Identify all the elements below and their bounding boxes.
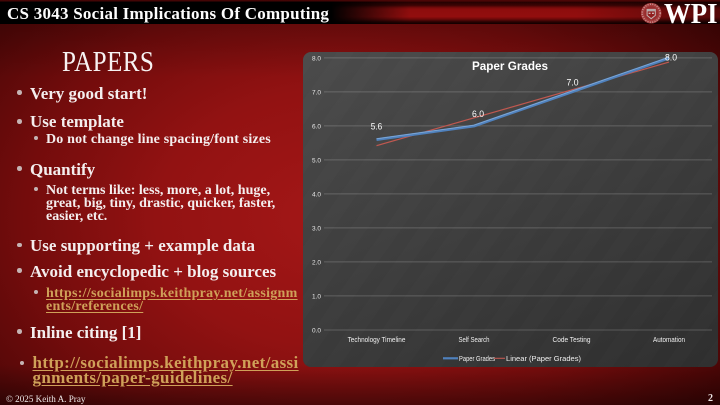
svg-text:WPI: WPI [664,2,718,25]
svg-text:4.0: 4.0 [312,191,321,198]
svg-text:Technology Timeline: Technology Timeline [348,337,406,344]
svg-text:6.0: 6.0 [312,123,321,130]
svg-text:3.0: 3.0 [312,225,321,232]
svg-text:8.0: 8.0 [312,55,321,62]
svg-text:1.0: 1.0 [312,293,321,300]
svg-text:6.0: 6.0 [472,109,484,119]
svg-text:Code Testing: Code Testing [553,337,591,344]
svg-text:0.0: 0.0 [312,328,321,335]
svg-text:Paper Grades: Paper Grades [459,356,495,363]
svg-text:Paper Grades: Paper Grades [472,59,548,73]
svg-text:7.0: 7.0 [312,89,321,96]
svg-text:5.0: 5.0 [312,157,321,164]
svg-text:Automation: Automation [653,337,685,344]
svg-text:2.0: 2.0 [312,259,321,266]
svg-text:7.0: 7.0 [567,78,579,88]
svg-text:8.0: 8.0 [665,52,677,62]
svg-text:Linear (Paper Grades): Linear (Paper Grades) [506,356,581,363]
svg-text:5.6: 5.6 [371,122,383,132]
svg-text:Self Search: Self Search [459,337,490,344]
